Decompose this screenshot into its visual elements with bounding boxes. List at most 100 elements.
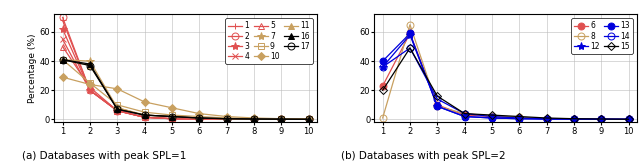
6 (488, 116, 496, 118)
Line: 17: 17 (59, 56, 312, 123)
1 (277, 118, 285, 120)
Line: 12: 12 (378, 31, 633, 123)
15 (515, 116, 523, 118)
16 (59, 59, 67, 61)
10 (277, 118, 285, 120)
Line: 5: 5 (60, 44, 311, 122)
Line: 7: 7 (58, 56, 313, 123)
17 (168, 116, 176, 118)
4 (223, 118, 230, 120)
11 (305, 118, 312, 120)
8 (515, 116, 523, 118)
3 (59, 28, 67, 30)
8 (406, 24, 414, 26)
1 (141, 116, 148, 118)
Text: (b) Databases with peak SPL=2: (b) Databases with peak SPL=2 (341, 151, 506, 161)
4 (195, 118, 203, 120)
2 (113, 110, 121, 112)
17 (141, 114, 148, 116)
3 (195, 118, 203, 120)
4 (305, 118, 312, 120)
6 (461, 114, 468, 116)
7 (277, 118, 285, 120)
1 (223, 118, 230, 120)
8 (379, 117, 387, 119)
6 (543, 118, 550, 120)
1 (59, 19, 67, 21)
7 (168, 116, 176, 118)
14 (515, 117, 523, 119)
17 (86, 65, 94, 66)
15 (625, 118, 632, 120)
16 (168, 116, 176, 118)
13 (570, 118, 578, 120)
13 (433, 105, 441, 107)
16 (250, 118, 258, 120)
17 (250, 118, 258, 120)
10 (250, 117, 258, 119)
16 (195, 117, 203, 119)
Line: 10: 10 (60, 74, 311, 122)
9 (250, 118, 258, 120)
3 (277, 118, 285, 120)
5 (250, 118, 258, 120)
Legend: 1, 2, 3, 4, 5, 7, 9, 10, 11, 16, 17: 1, 2, 3, 4, 5, 7, 9, 10, 11, 16, 17 (225, 18, 313, 64)
1 (250, 118, 258, 120)
12 (543, 118, 550, 120)
15 (461, 113, 468, 115)
6 (406, 33, 414, 34)
10 (113, 88, 121, 90)
Text: (a) Databases with peak SPL=1: (a) Databases with peak SPL=1 (22, 151, 186, 161)
12 (570, 118, 578, 120)
17 (195, 117, 203, 119)
14 (597, 118, 605, 120)
7 (86, 60, 94, 62)
6 (379, 85, 387, 87)
15 (433, 95, 441, 97)
4 (113, 110, 121, 112)
11 (113, 107, 121, 109)
14 (570, 118, 578, 120)
14 (543, 118, 550, 120)
12 (461, 116, 468, 118)
12 (433, 105, 441, 107)
Line: 8: 8 (379, 21, 632, 123)
7 (223, 118, 230, 120)
7 (113, 107, 121, 109)
Y-axis label: Percentage (%): Percentage (%) (28, 34, 37, 103)
Line: 14: 14 (379, 45, 632, 123)
6 (570, 118, 578, 120)
10 (168, 107, 176, 109)
5 (277, 118, 285, 120)
Legend: 6, 8, 12, 13, 14, 15: 6, 8, 12, 13, 14, 15 (571, 18, 633, 54)
10 (59, 76, 67, 78)
13 (625, 118, 632, 120)
11 (59, 59, 67, 61)
8 (433, 105, 441, 107)
16 (277, 118, 285, 120)
9 (59, 59, 67, 61)
3 (141, 116, 148, 118)
5 (141, 116, 148, 118)
17 (305, 118, 312, 120)
14 (488, 116, 496, 118)
6 (625, 118, 632, 120)
5 (113, 110, 121, 112)
4 (141, 116, 148, 118)
8 (597, 118, 605, 120)
14 (461, 113, 468, 115)
11 (223, 118, 230, 120)
4 (59, 38, 67, 40)
11 (86, 65, 94, 66)
9 (113, 104, 121, 106)
9 (168, 114, 176, 116)
7 (305, 118, 312, 120)
12 (488, 117, 496, 119)
Line: 3: 3 (58, 25, 313, 123)
10 (141, 101, 148, 103)
15 (570, 118, 578, 120)
6 (597, 118, 605, 120)
8 (488, 115, 496, 117)
5 (195, 118, 203, 120)
13 (461, 116, 468, 118)
